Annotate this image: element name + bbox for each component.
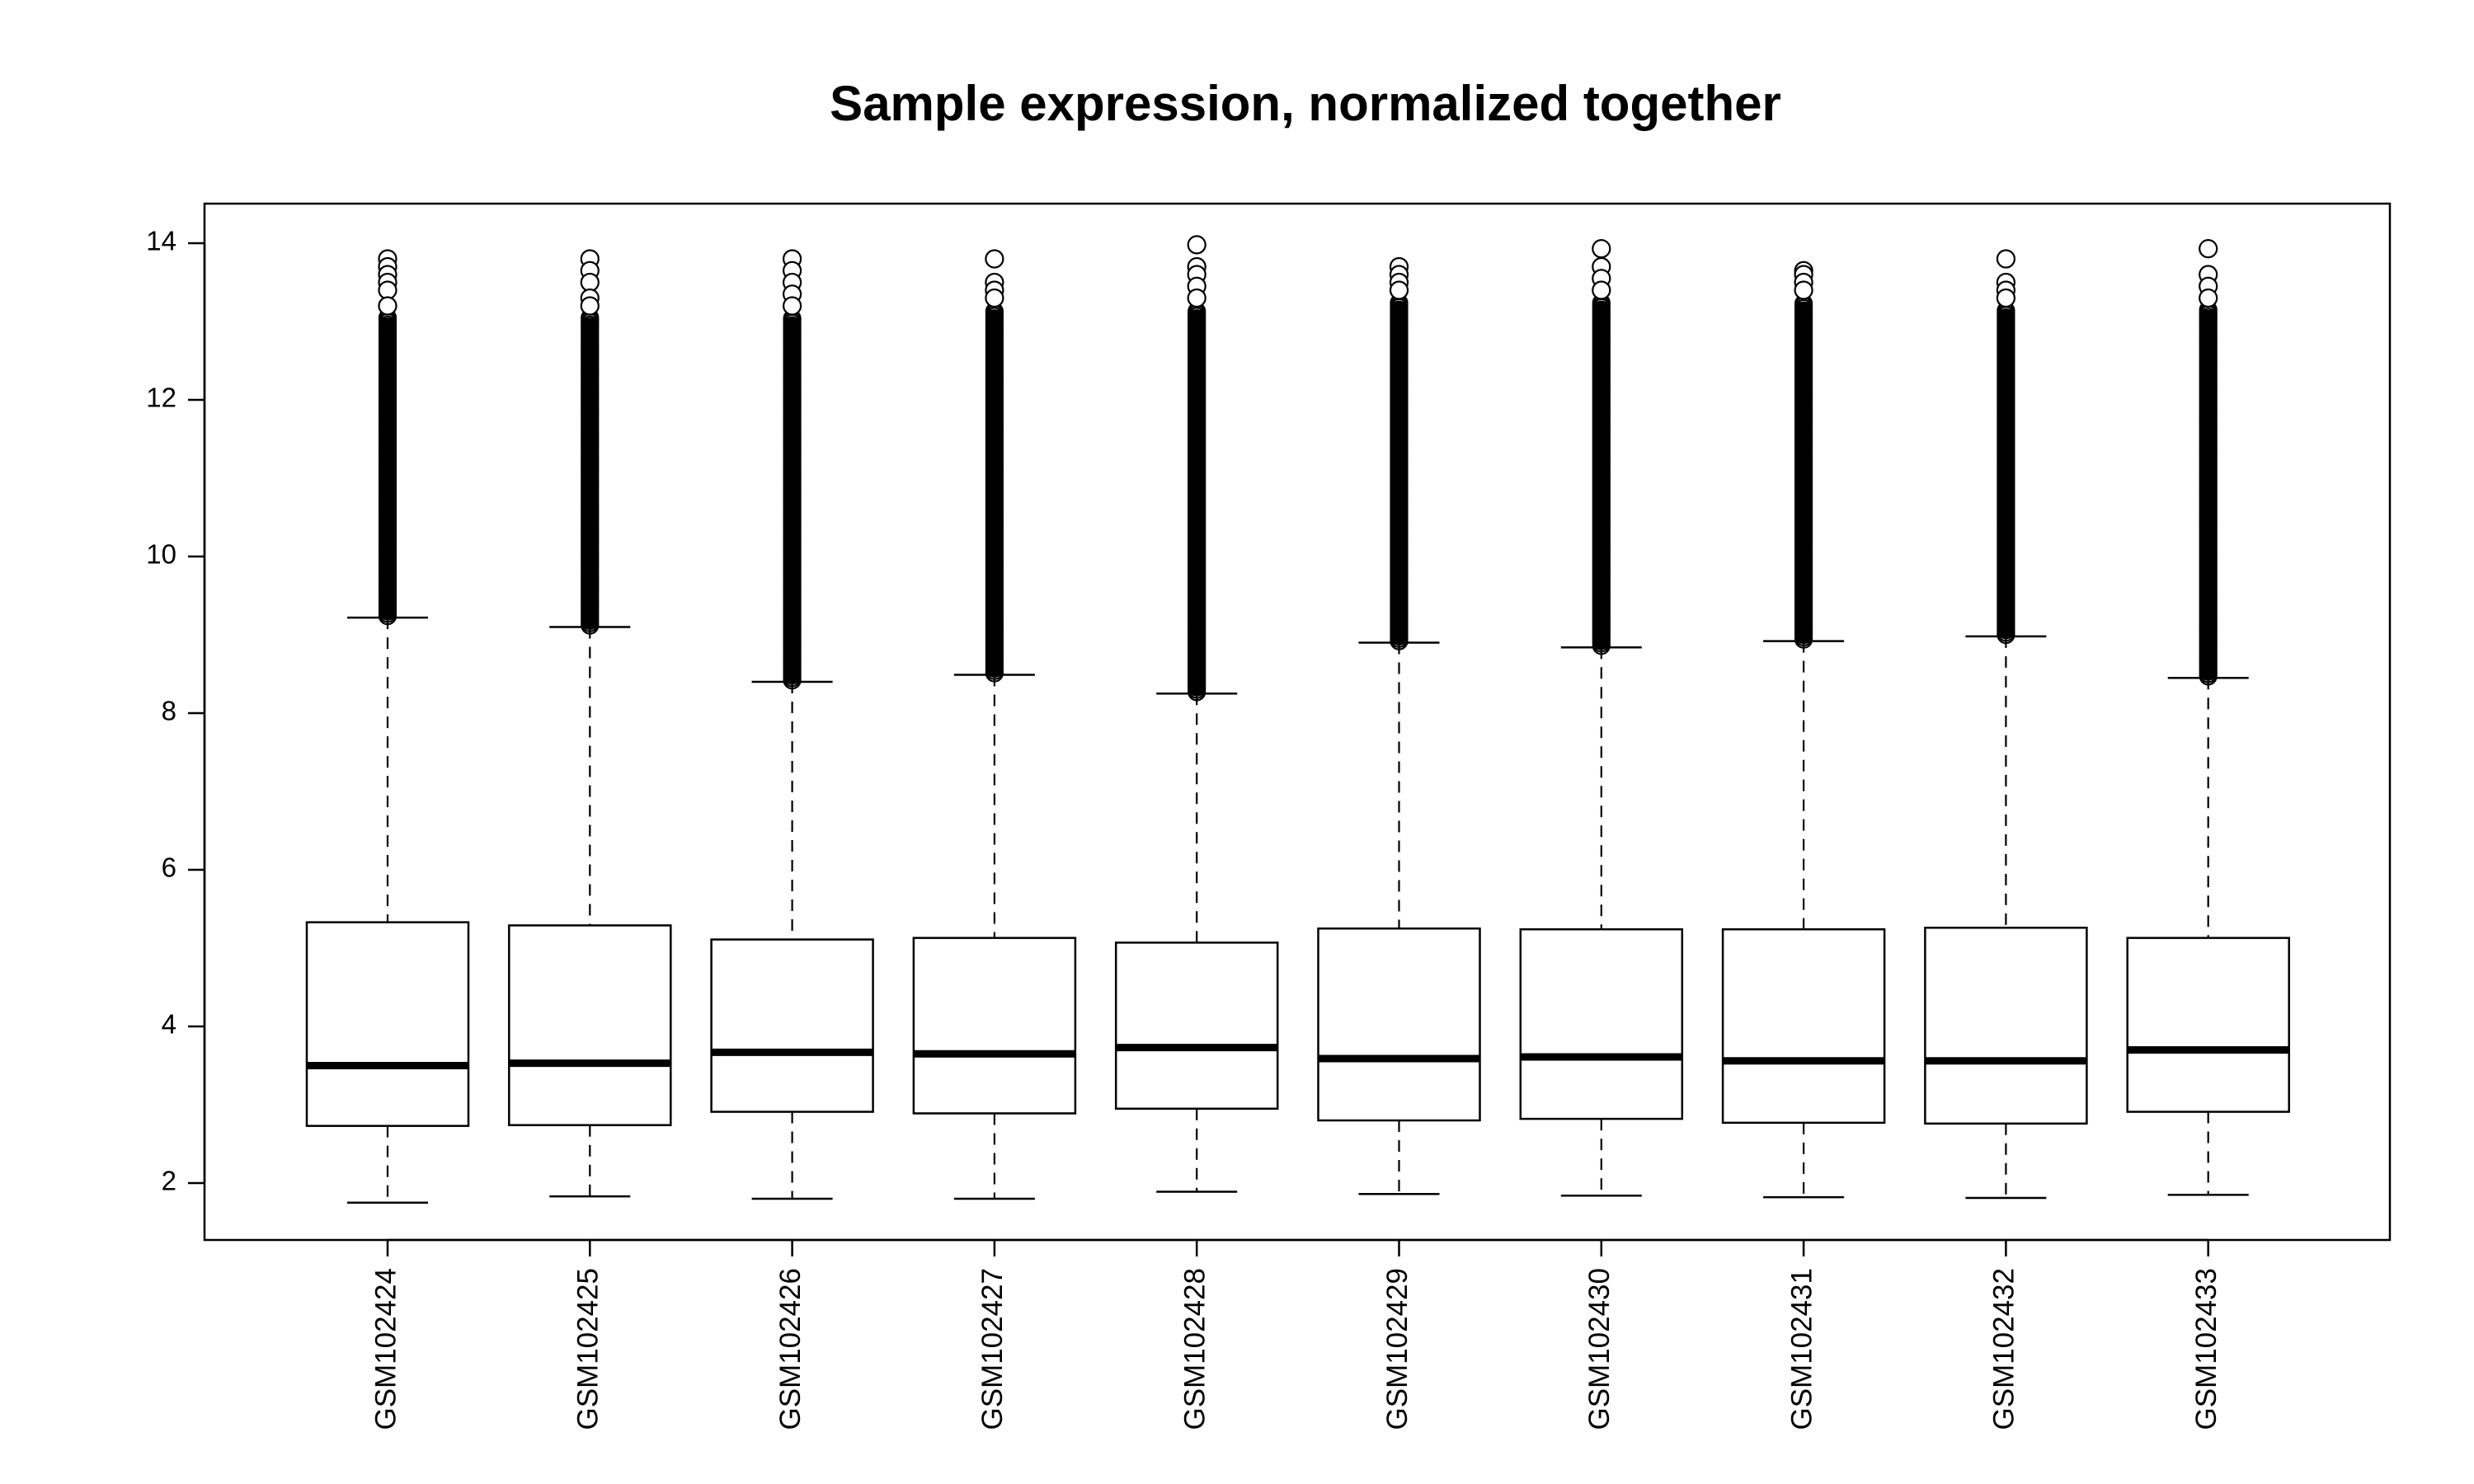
outlier-point [985,249,1004,269]
iqr-box [1317,928,1481,1122]
y-tick-label: 8 [162,696,176,726]
iqr-box [912,937,1077,1115]
y-tick-label: 14 [146,226,176,256]
box-group-GSM102433 [2126,239,2290,1196]
outlier-point [378,296,397,316]
category-label: GSM102431 [1785,1268,1818,1430]
y-tick-label: 10 [146,539,176,570]
y-tick-label: 2 [162,1166,176,1196]
outlier-point [378,280,397,300]
category-label: GSM102430 [1583,1268,1616,1430]
box-group-GSM102430 [1519,239,1684,1197]
box-group-GSM102428 [1114,235,1279,1193]
outlier-point [1187,235,1206,255]
box-group-GSM102431 [1721,261,1886,1199]
outlier-dense-band [582,317,598,627]
outlier-point [580,296,600,316]
category-label: GSM102429 [1381,1268,1413,1430]
iqr-box [2126,937,2290,1113]
outlier-point [1996,288,2015,308]
box-group-GSM102432 [1924,249,2088,1200]
category-label: GSM102426 [774,1268,807,1430]
box-group-GSM102427 [912,249,1077,1200]
outlier-points [1592,239,1611,655]
outlier-point [1996,249,2015,269]
outlier-point [580,272,600,293]
y-tick-label: 6 [162,852,176,883]
outlier-dense-band [784,317,800,682]
iqr-box [1924,927,2088,1125]
iqr-box [710,938,874,1113]
iqr-box [1114,942,1279,1110]
outlier-points [782,249,802,690]
outlier-dense-band [1189,309,1205,694]
iqr-box [305,921,470,1127]
iqr-box [1721,928,1886,1125]
outlier-point [782,296,802,316]
outlier-points [580,249,600,635]
boxes-layer [305,235,2290,1204]
category-label: GSM102432 [1988,1268,2020,1430]
box-group-GSM102424 [305,249,470,1204]
outlier-points [985,249,1004,683]
category-label: GSM102424 [369,1268,402,1430]
outlier-point [1187,288,1206,308]
category-label: GSM102427 [976,1268,1009,1430]
outlier-points [1794,261,1813,649]
box-group-GSM102429 [1317,256,1481,1195]
outlier-points [378,249,397,626]
outlier-point [1592,239,1611,259]
outlier-point [1592,280,1611,300]
category-label: GSM102433 [2190,1268,2222,1430]
y-tick-label: 12 [146,383,176,413]
category-label: GSM102425 [572,1268,604,1430]
outlier-dense-band [2200,309,2216,679]
outlier-point [2199,288,2218,308]
outlier-dense-band [1593,302,1609,648]
box-group-GSM102426 [710,249,874,1200]
outlier-point [1389,280,1409,300]
iqr-box [508,924,672,1126]
outlier-dense-band [1391,302,1407,643]
category-label: GSM102428 [1178,1268,1211,1430]
outlier-point [2199,239,2218,259]
outlier-dense-band [380,317,395,618]
y-axis: 2 4 6 8 10 12 14 [146,226,206,1196]
iqr-box [1519,928,1684,1120]
outlier-dense-band [1998,309,2014,636]
box-group-GSM102425 [508,249,672,1198]
chart-title: Sample expression, normalized together [830,76,1781,131]
outlier-dense-band [986,309,1002,675]
outlier-point [1794,280,1813,300]
outlier-point [985,288,1004,308]
outlier-points [2199,239,2218,686]
outlier-points [1389,256,1409,650]
y-tick-label: 4 [162,1009,176,1040]
x-axis-labels: GSM102424 GSM102425 GSM102426 GSM102427 GSM1… [369,1238,2222,1430]
outlier-points [1187,235,1206,702]
outlier-points [1996,249,2015,645]
outlier-dense-band [1796,302,1812,641]
